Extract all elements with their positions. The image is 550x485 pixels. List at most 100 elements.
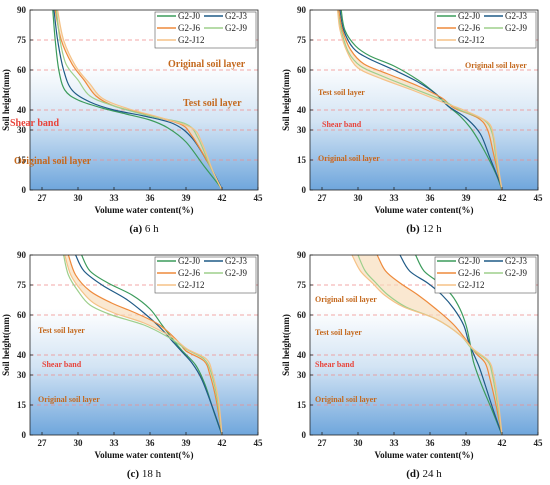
series-line-g2-j12 [64, 254, 223, 436]
legend-box [434, 256, 537, 294]
x-axis-label: Volume water content(%) [375, 450, 474, 460]
legend: G2-J0 G2-J3 G2-J6 G2-J9 G2-J12 [154, 256, 257, 294]
y-tick-label: 0 [22, 430, 27, 440]
y-tick-label: 40 [17, 105, 27, 115]
caption-label: (d) [406, 468, 420, 480]
region-label: Shear band [315, 360, 355, 369]
x-tick-label: 30 [354, 438, 364, 448]
x-tick-label: 45 [254, 193, 264, 203]
plot-frame [309, 9, 539, 191]
series-line-g2-j12 [351, 254, 503, 436]
legend-label: G2-J3 [505, 256, 527, 266]
panel-caption: (d) 24 h [406, 468, 442, 480]
caption-text: 24 h [420, 468, 443, 480]
x-tick-label: 30 [74, 193, 84, 203]
region-label: Original soil layer [168, 59, 246, 70]
caption-label: (b) [406, 223, 420, 235]
x-tick-label: 42 [218, 438, 228, 448]
legend-label: G2-J0 [178, 256, 200, 266]
legend-label: G2-J9 [505, 23, 527, 33]
y-tick-label: 0 [302, 430, 307, 440]
caption-text: 18 h [139, 468, 162, 480]
caption-text: 6 h [142, 223, 159, 235]
series-line-g2-j0 [81, 254, 223, 436]
y-tick-label: 30 [17, 125, 27, 135]
y-tick-label: 30 [297, 370, 307, 380]
panel-d: 27 30 33 36 39 42 45 0 15 30 40 60 75 90 Volume water … [281, 250, 543, 480]
y-tick-label: 60 [17, 65, 27, 75]
caption-label: (a) [129, 223, 142, 235]
plot-frame [29, 254, 259, 436]
legend-label: G2-J0 [458, 256, 480, 266]
y-axis-label: Soil height(mm) [281, 69, 291, 131]
region-label: Original soil layer [38, 395, 100, 404]
region-label: Test soil layer [315, 328, 362, 337]
legend-label: G2-J6 [458, 268, 480, 278]
legend-label: G2-J12 [178, 280, 205, 290]
y-tick-label: 40 [297, 350, 307, 360]
panel-caption: (c) 18 h [127, 468, 162, 480]
y-tick-label: 15 [17, 400, 27, 410]
y-tick-label: 60 [297, 65, 307, 75]
y-tick-label: 90 [17, 250, 27, 260]
x-tick-label: 27 [318, 193, 328, 203]
legend: G2-J0 G2-J3 G2-J6 G2-J9 G2-J12 [434, 256, 537, 294]
y-tick-label: 90 [297, 5, 307, 15]
y-axis-label: Soil height(mm) [1, 69, 11, 131]
caption-label: (c) [127, 468, 140, 480]
region-label: Original soil layer [315, 395, 377, 404]
x-tick-label: 39 [462, 438, 472, 448]
x-tick-label: 42 [498, 438, 508, 448]
x-tick-label: 39 [462, 193, 472, 203]
legend-box [154, 11, 257, 49]
caption-text: 12 h [420, 223, 443, 235]
y-axis-label: Soil height(mm) [281, 314, 291, 376]
y-tick-label: 15 [17, 155, 27, 165]
x-tick-label: 42 [218, 193, 228, 203]
panel-caption: (a) 6 h [129, 223, 159, 235]
series-line-g2-j0 [52, 9, 223, 191]
legend-label: G2-J6 [178, 23, 200, 33]
legend: G2-J0 G2-J3 G2-J6 G2-J9 G2-J12 [154, 11, 257, 49]
y-tick-label: 75 [297, 280, 307, 290]
x-tick-label: 27 [318, 438, 328, 448]
x-tick-label: 33 [110, 193, 120, 203]
panel-c: 27 30 33 36 39 42 45 0 15 30 40 60 75 90 Volume water … [1, 250, 263, 480]
region-label: Shear band [10, 118, 59, 129]
x-tick-label: 39 [182, 193, 192, 203]
x-tick-label: 30 [354, 193, 364, 203]
legend-box [434, 11, 537, 49]
y-tick-label: 30 [297, 125, 307, 135]
series-line-g2-j6 [67, 254, 223, 436]
y-tick-label: 75 [17, 35, 27, 45]
legend-label: G2-J3 [225, 11, 247, 21]
y-tick-label: 40 [17, 350, 27, 360]
y-tick-label: 75 [297, 35, 307, 45]
x-tick-label: 45 [534, 438, 544, 448]
legend-label: G2-J9 [225, 23, 247, 33]
legend: G2-J0 G2-J3 G2-J6 G2-J9 G2-J12 [434, 11, 537, 49]
y-axis-label: Soil height(mm) [1, 314, 11, 376]
region-label: Original soil layer [465, 61, 527, 70]
y-tick-label: 60 [297, 310, 307, 320]
y-tick-label: 30 [17, 370, 27, 380]
panel-caption: (b) 12 h [406, 223, 442, 235]
x-tick-label: 45 [254, 438, 264, 448]
x-tick-label: 36 [146, 193, 156, 203]
series-line-g2-j3 [75, 254, 223, 436]
x-axis-label: Volume water content(%) [95, 450, 194, 460]
y-tick-label: 0 [302, 185, 307, 195]
x-tick-label: 27 [38, 438, 48, 448]
plot-frame [309, 254, 539, 436]
series-line-g2-j12 [57, 9, 223, 191]
x-axis-label: Volume water content(%) [95, 205, 194, 215]
region-label: Original soil layer [315, 295, 377, 304]
y-tick-label: 15 [297, 155, 307, 165]
legend-label: G2-J12 [458, 280, 485, 290]
region-label: Original soil layer [14, 156, 92, 167]
legend-label: G2-J3 [505, 11, 527, 21]
y-tick-label: 90 [297, 250, 307, 260]
series-line-g2-j9 [337, 9, 503, 191]
panel-a: 27 30 33 36 39 42 45 0 15 30 40 60 75 90 Volume water … [1, 5, 263, 235]
legend-label: G2-J12 [458, 35, 485, 45]
